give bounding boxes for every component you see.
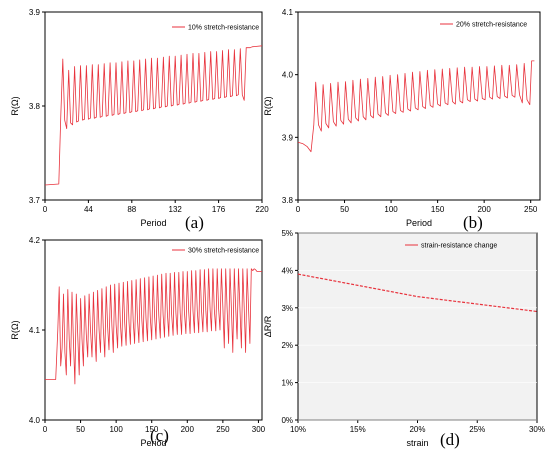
panel-d-legend-label: strain-resistance change [421,243,497,250]
panel-a-x-tick-label: 176 [212,205,226,214]
panel-c-x-tick-label: 200 [181,425,195,434]
panel-c-y-tick-label: 4.1 [29,326,41,335]
panel-d-y-tick-label: 1% [281,379,293,388]
panel-a-series-line [44,45,263,186]
panel-d-y-tick-label: 0% [281,416,293,425]
panel-d-x-axis-title: strain [406,438,428,448]
panel-b-x-tick-label: 200 [477,205,491,214]
panel-b-x-tick-label: 50 [340,205,349,214]
panel-a-x-tick-label: 0 [43,205,48,214]
panel-a-x-tick-label: 220 [255,205,269,214]
panel-c-y-tick-label: 4.2 [29,236,41,245]
panel-c-x-tick-label: 300 [252,425,266,434]
panel-c-x-tick-label: 50 [76,425,85,434]
panel-a-letter: (a) [185,213,204,232]
panel-c-x-tick-label: 0 [43,425,48,434]
panel-c-series-line [45,268,262,385]
panel-b-legend-label: 20% stretch-resistance [456,22,527,29]
panel-a-y-tick-label: 3.8 [29,102,41,111]
panel-c-y-axis-title: R(Ω) [10,320,20,339]
panel-c-x-axis-title: Period [140,438,166,448]
panel-b-y-tick-label: 3.8 [282,196,294,205]
panel-d-x-tick-label: 25% [469,425,485,434]
panel-d-x-tick-label: 10% [290,425,306,434]
panel-b-x-tick-label: 150 [431,205,445,214]
panel-c-legend-label: 30% stretch-resistance [188,248,259,255]
panel-d-plot-background [298,233,537,420]
panel-a-x-tick-label: 88 [127,205,136,214]
panel-d-letter: (d) [440,430,460,449]
panel-b-x-axis-title: Period [406,218,432,228]
panel-d-series-line [297,273,538,313]
panel-b-x-tick-label: 0 [296,205,301,214]
panel-b-series-line [297,60,535,153]
panel-d-x-tick-label: 15% [350,425,366,434]
panel-b-y-tick-label: 4.0 [282,71,294,80]
panel-c-x-tick-label: 150 [145,425,159,434]
panel-b-y-axis-title: R(Ω) [263,96,273,115]
panel-a-x-tick-label: 44 [84,205,93,214]
panel-b-x-tick-label: 250 [524,205,538,214]
panel-a-legend-label: 10% stretch-resistance [188,25,259,32]
panel-d-y-tick-label: 3% [281,304,293,313]
panel-a-x-axis-title: Period [140,218,166,228]
panel-b-letter: (b) [463,213,483,232]
panel-d-y-tick-label: 4% [281,266,293,275]
panel-c-x-tick-label: 250 [216,425,230,434]
panel-d-y-tick-label: 2% [281,341,293,350]
panel-d-x-tick-label: 20% [409,425,425,434]
panel-b-plot-frame [297,11,541,201]
panel-b-y-tick-label: 3.9 [282,133,294,142]
panel-c-letter: (c) [150,426,169,445]
panel-c-x-tick-label: 100 [109,425,123,434]
panel-c-y-tick-label: 4.0 [29,416,41,425]
panel-a-y-tick-label: 3.7 [29,196,41,205]
panel-a-y-axis-title: R(Ω) [10,96,20,115]
panel-d-y-tick-label: 5% [281,229,293,238]
panel-a-y-tick-label: 3.9 [29,8,41,17]
panel-b-x-tick-label: 100 [384,205,398,214]
panel-a-x-tick-label: 132 [169,205,183,214]
panel-b-y-tick-label: 4.1 [282,8,294,17]
panel-d-x-tick-label: 30% [529,425,545,434]
panel-d-y-axis-title: ΔR/R [263,315,273,337]
